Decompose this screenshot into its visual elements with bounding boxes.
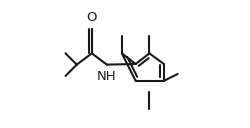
Text: O: O (86, 11, 97, 24)
Text: NH: NH (96, 70, 116, 83)
